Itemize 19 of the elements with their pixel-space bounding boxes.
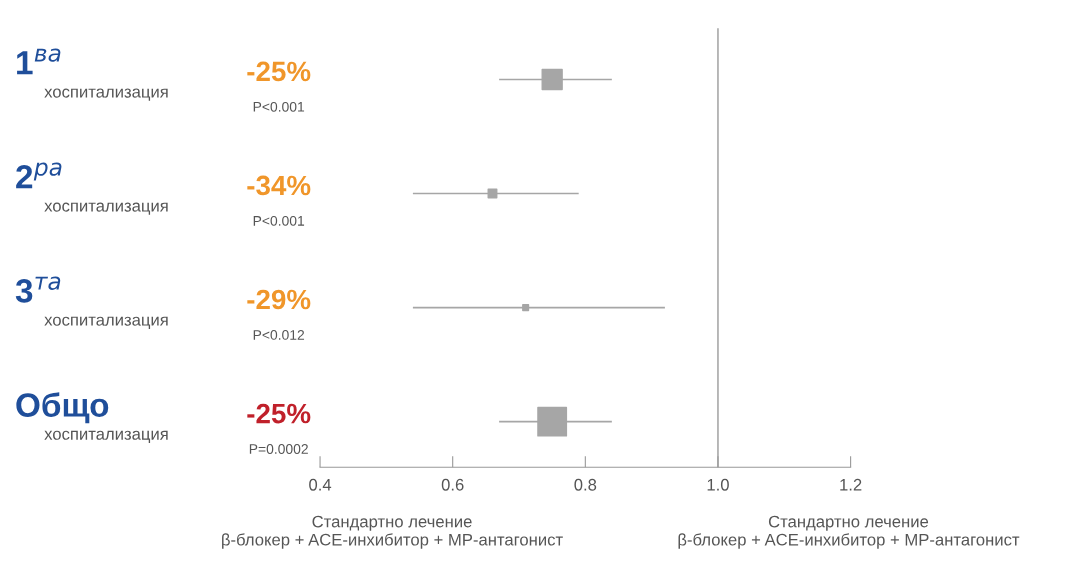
text: Стандартно лечение β-блокер + ACE-инхибитор + MP-антагонист	[222, 515, 563, 549]
x-tick-label: 0.6	[441, 478, 464, 491]
y-tick-label: Общо хоспитализация	[16, 392, 168, 443]
text: P<0.001	[253, 101, 305, 112]
text: -25%	[247, 61, 311, 82]
x-tick-label: 0.4	[309, 478, 332, 491]
text: P<0.012	[253, 330, 305, 340]
y-tick-label: 1$^{ва}$ хоспитализация	[17, 48, 168, 101]
x-tick-label: 1.2	[840, 478, 862, 491]
y-tick-label: 2$^{ра}$ хоспитализация	[16, 162, 168, 215]
x-tick-label: 1.0	[707, 478, 729, 491]
text: -25%	[247, 403, 311, 424]
text: P<0.001	[253, 215, 305, 226]
text: Стандартно лечение β-блокер + ACE-инхибитор + MP-антагонист	[678, 515, 1020, 549]
y-tick-label: 3$^{та}$ хоспитализация	[15, 276, 168, 329]
text: -34%	[247, 175, 311, 196]
text: P=0.0002	[249, 444, 308, 454]
text: -29%	[247, 289, 311, 310]
x-tick-label: 0.8	[574, 478, 597, 491]
